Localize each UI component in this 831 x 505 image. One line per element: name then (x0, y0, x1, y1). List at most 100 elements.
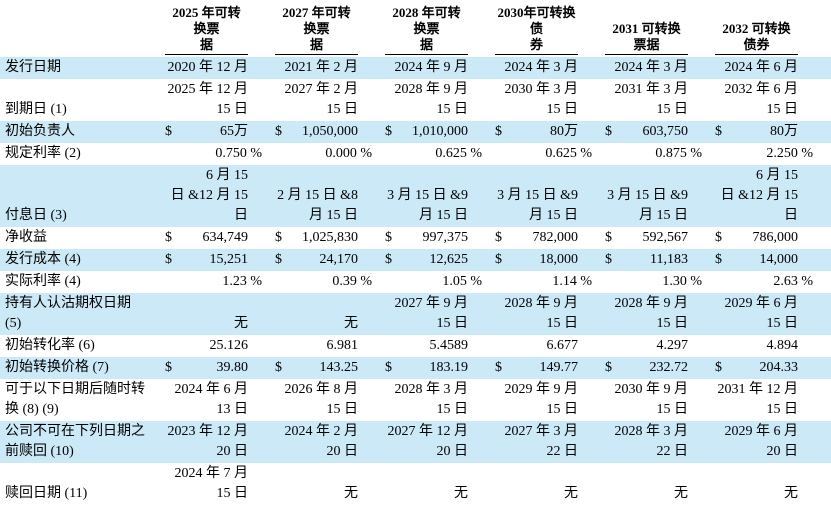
cell-value: 25.126 (209, 338, 249, 353)
row-label: 付息日 (3) (5, 208, 67, 223)
table-cell: 2028 年 9 月 15 日 (493, 293, 603, 335)
column-header: 2028 年可转换票 据 (383, 0, 493, 57)
table-cell: $1,025,830 (273, 227, 383, 249)
cell-value: 143.25 (319, 360, 359, 375)
cell-value: 183.19 (429, 360, 469, 375)
table-body: 发行日期 2020 年 12 月 2021 年 2 月 2024 年 9 月 2… (0, 57, 831, 505)
cell-value: 2028 年 9 月 15 日 (504, 296, 579, 331)
row-label: 初始转化率 (6) (5, 338, 95, 353)
table-cell: 0.875 % (603, 143, 713, 165)
currency-symbol: $ (275, 124, 282, 139)
table-cell: 2029 年 6 月 15 日 (713, 293, 831, 335)
cell-value: 2024 年 3 月 (504, 60, 579, 75)
table-cell: 2024 年 3 月 (493, 57, 603, 79)
row-label: 赎回日期 (11) (5, 486, 88, 501)
row-label: 持有人认沽期权日期 (5) (5, 296, 131, 331)
table-cell: 2031 年 12 月 15 日 (713, 379, 831, 421)
table-row: 付息日 (3) 6 月 15 日 &12 月 15 日 2 月 15 日 &8 … (0, 165, 831, 227)
cell-value: 无 (344, 486, 358, 501)
table-cell: 0.750 % (163, 143, 273, 165)
cell-value: 2.250 % (766, 146, 813, 161)
table-cell: 3 月 15 日 &9 月 15 日 (383, 165, 493, 227)
table-row: 规定利率 (2) 0.750 % 0.000 % 0.625 % 0.625 %… (0, 143, 831, 165)
cell-value: 65万 (220, 124, 248, 139)
table-cell: $14,000 (713, 249, 831, 271)
cell-value: 15,251 (209, 252, 249, 267)
cell-value: 0.39 % (332, 274, 372, 289)
table-cell: 无 (603, 463, 713, 505)
table-cell: 2027 年 3 月 22 日 (493, 421, 603, 463)
column-header: 2032 可转换债券 (713, 0, 831, 57)
table-cell: 0.000 % (273, 143, 383, 165)
currency-symbol: $ (165, 124, 172, 139)
table-row: 实际利率 (4) 1.23 % 0.39 % 1.05 % 1.14 % 1.3… (0, 271, 831, 293)
cell-value: 6.981 (326, 338, 359, 353)
currency-symbol: $ (275, 360, 282, 375)
row-label: 到期日 (1) (5, 102, 67, 117)
cell-value: 2027 年 2 月 15 日 (284, 82, 359, 117)
row-label: 初始负责人 (5, 124, 75, 139)
cell-value: 0.625 % (435, 146, 482, 161)
table-cell: 2023 年 12 月 20 日 (163, 421, 273, 463)
table-cell: $149.77 (493, 357, 603, 379)
table-cell: 5.4589 (383, 335, 493, 357)
cell-value: 2028 年 9 月 15 日 (394, 82, 469, 117)
cell-value: 无 (344, 316, 358, 331)
row-label: 实际利率 (4) (5, 274, 81, 289)
table-row: 净收益 $634,749 $1,025,830 $997,375 $782,00… (0, 227, 831, 249)
cell-value: 2 月 15 日 &8 月 15 日 (277, 188, 358, 223)
column-header-label: 2028 年可转换票 据 (385, 5, 468, 55)
cell-value: 无 (564, 486, 578, 501)
cell-value: 149.77 (539, 360, 579, 375)
table-cell: 0.625 % (493, 143, 603, 165)
cell-value: 2024 年 7 月 15 日 (174, 466, 249, 501)
table-cell: 2.63 % (713, 271, 831, 293)
table-cell: 2.250 % (713, 143, 831, 165)
table-cell: $786,000 (713, 227, 831, 249)
table-cell: $15,251 (163, 249, 273, 271)
table-cell: $80万 (493, 121, 603, 143)
currency-symbol: $ (275, 230, 282, 245)
table-row: 可于以下日期后随时转 换 (8) (9) 2024 年 6 月 13 日 202… (0, 379, 831, 421)
cell-value: 232.72 (649, 360, 689, 375)
table-cell: $592,567 (603, 227, 713, 249)
table-cell: 2030 年 9 月 15 日 (603, 379, 713, 421)
table-cell: 2 月 15 日 &8 月 15 日 (273, 165, 383, 227)
cell-value: 3 月 15 日 &9 月 15 日 (387, 188, 468, 223)
currency-symbol: $ (495, 230, 502, 245)
cell-value: 1.05 % (442, 274, 482, 289)
currency-symbol: $ (275, 252, 282, 267)
cell-value: 2024 年 6 月 (724, 60, 799, 75)
cell-value: 无 (454, 486, 468, 501)
header-row: 2025 年可转换票 据 2027 年可转换票 据 2028 年可转换票 据 2… (0, 0, 831, 57)
cell-value: 2028 年 3 月 22 日 (614, 424, 689, 459)
table-cell: $1,010,000 (383, 121, 493, 143)
cell-value: 2031 年 3 月 15 日 (614, 82, 689, 117)
table-cell: 2024 年 6 月 13 日 (163, 379, 273, 421)
currency-symbol: $ (715, 360, 722, 375)
cell-value: 5.4589 (429, 338, 469, 353)
cell-value: 2029 年 6 月 15 日 (724, 296, 799, 331)
column-header-label: 2031 可转换票据 (605, 21, 688, 55)
table-cell: 无 (163, 293, 273, 335)
cell-value: 2024 年 2 月 20 日 (284, 424, 359, 459)
table-cell: 2029 年 9 月 15 日 (493, 379, 603, 421)
cell-value: 80万 (550, 124, 578, 139)
table-cell: 3 月 15 日 &9 月 15 日 (493, 165, 603, 227)
table-cell: 6.981 (273, 335, 383, 357)
table-cell: 1.14 % (493, 271, 603, 293)
cell-value: 782,000 (532, 230, 579, 245)
cell-value: 3 月 15 日 &9 月 15 日 (497, 188, 578, 223)
cell-value: 6 月 15 日 &12 月 15 日 (170, 168, 248, 223)
table-cell: $603,750 (603, 121, 713, 143)
table-row: 初始转换价格 (7) $39.80 $143.25 $183.19 $149.7… (0, 357, 831, 379)
table-cell: 无 (273, 463, 383, 505)
table-cell: 2024 年 7 月 15 日 (163, 463, 273, 505)
table-cell: $18,000 (493, 249, 603, 271)
cell-value: 无 (234, 316, 248, 331)
table-cell: 2030 年 3 月 15 日 (493, 79, 603, 121)
table-cell: 2027 年 2 月 15 日 (273, 79, 383, 121)
column-header: 2030年可转换债 券 (493, 0, 603, 57)
currency-symbol: $ (165, 230, 172, 245)
